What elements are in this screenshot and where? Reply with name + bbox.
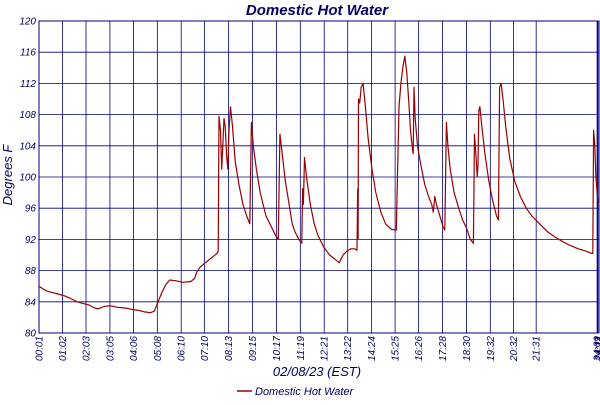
x-tick-label: 10:17 xyxy=(272,336,283,361)
x-tick-label: 08:13 xyxy=(224,336,235,361)
x-tick-label: 15:25 xyxy=(391,336,402,361)
y-tick-label: 88 xyxy=(25,266,37,277)
x-tick-label: 24:14 xyxy=(595,336,600,362)
x-tick-label: 20:32 xyxy=(509,336,520,362)
legend-label: Domestic Hot Water xyxy=(255,386,355,398)
x-tick-label: 19:32 xyxy=(486,336,497,361)
x-axis-ticks: 00:01 01:02 02:03 03:05 04:06 05:08 06:10 07:10… xyxy=(35,336,600,362)
x-tick-label: 05:08 xyxy=(153,336,164,361)
x-tick-label: 00:01 xyxy=(35,336,46,361)
x-tick-label: 01:02 xyxy=(58,336,69,361)
y-tick-label: 100 xyxy=(19,173,36,184)
x-tick-label: 18:30 xyxy=(462,336,473,361)
y-tick-label: 112 xyxy=(20,79,36,90)
plot-area xyxy=(39,21,599,333)
x-tick-label: 16:26 xyxy=(414,336,425,361)
x-tick-label: 14:24 xyxy=(367,336,378,361)
x-tick-label: 13:22 xyxy=(343,336,354,361)
x-tick-label: 11:19 xyxy=(296,336,307,361)
y-tick-label: 96 xyxy=(25,204,37,215)
y-tick-label: 104 xyxy=(19,141,36,152)
x-axis-title: 02/08/23 (EST) xyxy=(273,364,361,379)
x-tick-label: 06:10 xyxy=(177,336,188,361)
x-tick-label: 03:05 xyxy=(105,336,116,361)
y-axis-title: Degrees F xyxy=(0,144,15,206)
legend: Domestic Hot Water xyxy=(237,386,355,398)
x-tick-label: 17:28 xyxy=(438,336,449,361)
x-tick-label: 04:06 xyxy=(129,336,140,361)
y-tick-label: 116 xyxy=(20,48,36,59)
x-tick-label: 21:31 xyxy=(532,336,543,362)
x-tick-label: 12:21 xyxy=(320,336,331,361)
x-tick-label: 09:15 xyxy=(248,336,259,361)
x-tick-label: 07:10 xyxy=(200,336,211,361)
chart-title: Domestic Hot Water xyxy=(246,2,389,19)
x-tick-label: 02:03 xyxy=(82,336,93,361)
y-tick-label: 92 xyxy=(25,235,37,246)
y-tick-label: 120 xyxy=(19,17,36,28)
y-tick-label: 108 xyxy=(19,110,36,121)
y-tick-label: 84 xyxy=(25,297,37,308)
